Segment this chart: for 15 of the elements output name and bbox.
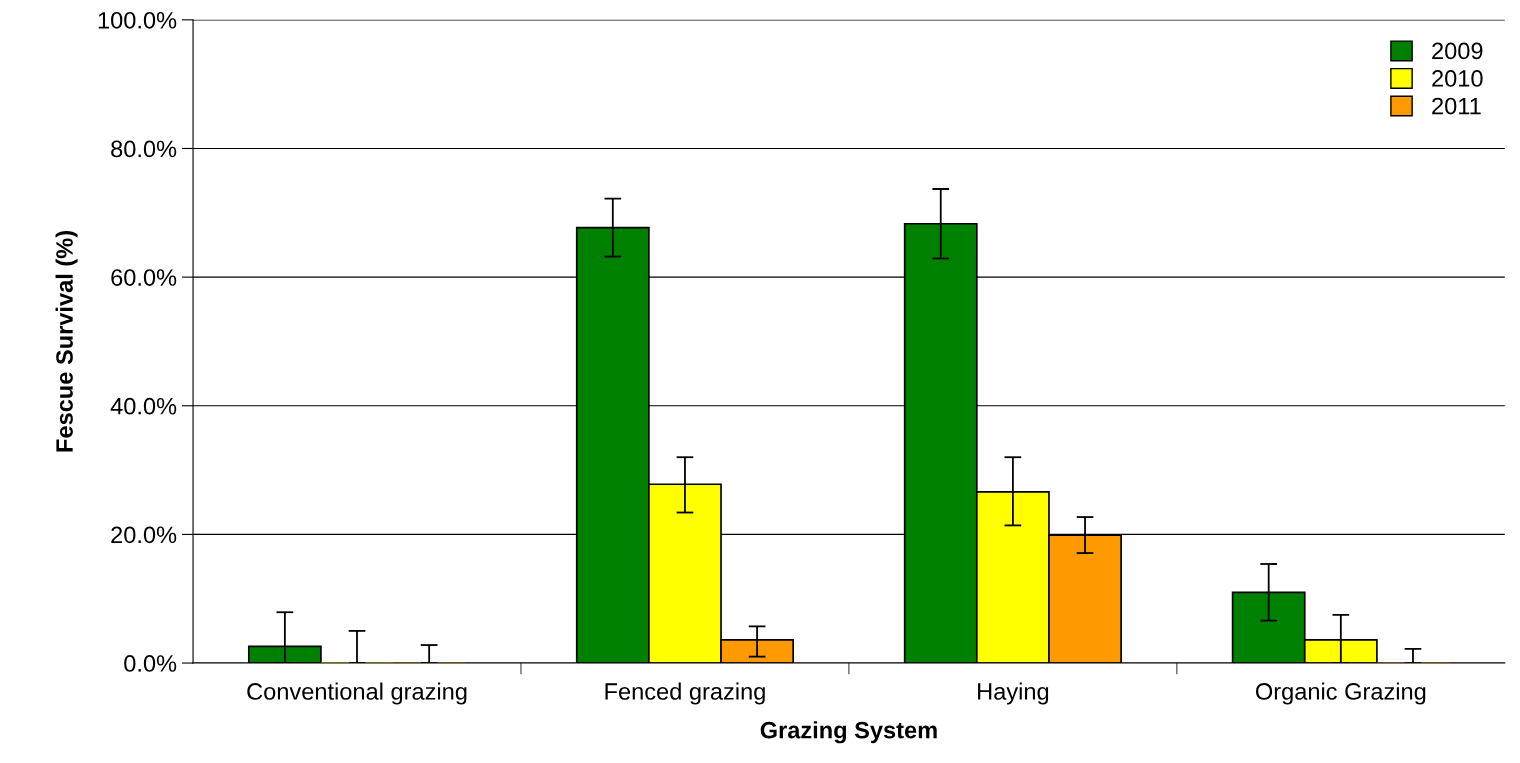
y-tick-label: 100.0% xyxy=(98,11,177,29)
y-tick-label: 0.0% xyxy=(124,655,177,672)
x-tick-label: Organic Grazing xyxy=(1256,682,1426,705)
legend-label: 2009 xyxy=(1432,42,1483,60)
x-axis-title: Grazing System xyxy=(760,721,937,744)
x-tick-label: Haying xyxy=(978,682,1049,705)
y-tick-label: 80.0% xyxy=(111,140,177,158)
y-tick-label: 60.0% xyxy=(111,269,177,286)
legend-label: 2010 xyxy=(1432,70,1483,87)
x-tick-label: Fenced grazing xyxy=(605,682,765,705)
x-tick-label: Conventional grazing xyxy=(247,682,467,705)
legend-label: 2011 xyxy=(1432,97,1481,115)
y-tick-label: 20.0% xyxy=(111,526,177,544)
y-tick-label: 40.0% xyxy=(110,397,177,415)
y-axis-title: Fescue Survival (%) xyxy=(55,231,78,452)
